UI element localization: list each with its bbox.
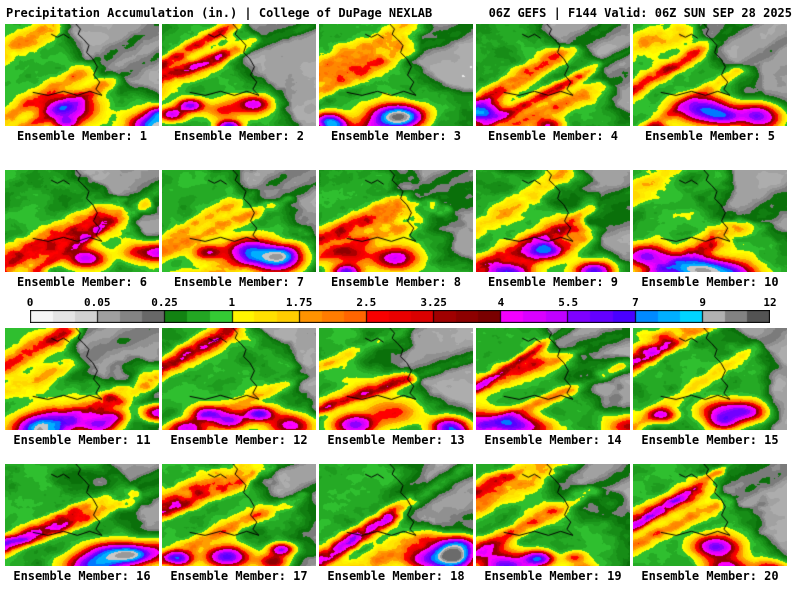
colorbar-tick-label: 2.5 (356, 296, 377, 309)
ensemble-panel-7: Ensemble Member: 7 (162, 170, 316, 292)
ensemble-panel-16: Ensemble Member: 16 (5, 464, 159, 586)
panel-label-12: Ensemble Member: 12 (170, 433, 308, 447)
colorbar-tick-label: 0.25 (151, 296, 178, 309)
precip-map-12 (162, 328, 316, 430)
ensemble-panel-14: Ensemble Member: 14 (476, 328, 630, 450)
precip-map-19 (476, 464, 630, 566)
ensemble-panel-5: Ensemble Member: 5 (633, 24, 787, 146)
ensemble-panel-2: Ensemble Member: 2 (162, 24, 316, 146)
ensemble-panel-10: Ensemble Member: 10 (633, 170, 787, 292)
ensemble-row-1: Ensemble Member: 1 Ensemble Member: 2 En… (0, 24, 800, 146)
panel-label-16: Ensemble Member: 16 (13, 569, 151, 583)
colorbar-scale (30, 310, 770, 323)
precip-map-8 (319, 170, 473, 272)
precip-map-20 (633, 464, 787, 566)
header-bar: Precipitation Accumulation (in.) | Colle… (0, 0, 800, 22)
colorbar-tick-label: 1.75 (285, 296, 313, 309)
colorbar-tick-label: 0 (26, 296, 34, 309)
precip-map-10 (633, 170, 787, 272)
precip-map-13 (319, 328, 473, 430)
panel-label-4: Ensemble Member: 4 (487, 129, 619, 143)
ensemble-panel-4: Ensemble Member: 4 (476, 24, 630, 146)
model-run-info: 06Z GEFS | F144 Valid: 06Z SUN SEP 28 20… (488, 6, 792, 20)
precip-map-11 (5, 328, 159, 430)
precip-map-17 (162, 464, 316, 566)
precip-map-14 (476, 328, 630, 430)
panel-label-14: Ensemble Member: 14 (484, 433, 622, 447)
colorbar-tick-label: 12 (763, 296, 777, 309)
panel-label-10: Ensemble Member: 10 (641, 275, 779, 289)
precip-map-16 (5, 464, 159, 566)
colorbar-tick-labels: 0 0.05 0.25 1 1.75 2.5 3.25 4 5.5 7 9 12 (26, 296, 777, 309)
precip-map-3 (319, 24, 473, 126)
panel-label-11: Ensemble Member: 11 (13, 433, 151, 447)
panel-label-1: Ensemble Member: 1 (16, 129, 148, 143)
precip-map-15 (633, 328, 787, 430)
panel-label-20: Ensemble Member: 20 (641, 569, 779, 583)
ensemble-panel-19: Ensemble Member: 19 (476, 464, 630, 586)
ensemble-panel-20: Ensemble Member: 20 (633, 464, 787, 586)
colorbar-tick-label: 0.05 (84, 296, 111, 309)
precip-map-5 (633, 24, 787, 126)
precip-map-7 (162, 170, 316, 272)
colorbar-tick-label: 4 (497, 296, 505, 309)
ensemble-row-3: Ensemble Member: 11 Ensemble Member: 12 … (0, 328, 800, 450)
colorbar-tick-label: 1 (228, 296, 236, 309)
precip-map-4 (476, 24, 630, 126)
panel-label-9: Ensemble Member: 9 (487, 275, 619, 289)
ensemble-panel-15: Ensemble Member: 15 (633, 328, 787, 450)
panel-label-6: Ensemble Member: 6 (16, 275, 148, 289)
ensemble-panel-8: Ensemble Member: 8 (319, 170, 473, 292)
colorbar-tick-label: 3.25 (420, 296, 447, 309)
ensemble-panel-3: Ensemble Member: 3 (319, 24, 473, 146)
page-title: Precipitation Accumulation (in.) | Colle… (6, 6, 433, 20)
precip-map-2 (162, 24, 316, 126)
precip-map-1 (5, 24, 159, 126)
ensemble-panel-9: Ensemble Member: 9 (476, 170, 630, 292)
colorbar: 0 0.05 0.25 1 1.75 2.5 3.25 4 5.5 7 9 12 (26, 296, 777, 324)
ensemble-panel-12: Ensemble Member: 12 (162, 328, 316, 450)
panel-label-7: Ensemble Member: 7 (173, 275, 305, 289)
ensemble-panel-17: Ensemble Member: 17 (162, 464, 316, 586)
ensemble-panel-18: Ensemble Member: 18 (319, 464, 473, 586)
panel-label-13: Ensemble Member: 13 (327, 433, 465, 447)
colorbar-tick-label: 9 (699, 296, 707, 309)
panel-label-5: Ensemble Member: 5 (644, 129, 776, 143)
ensemble-panel-13: Ensemble Member: 13 (319, 328, 473, 450)
ensemble-panel-6: Ensemble Member: 6 (5, 170, 159, 292)
ensemble-panel-1: Ensemble Member: 1 (5, 24, 159, 146)
panel-label-18: Ensemble Member: 18 (327, 569, 465, 583)
panel-label-2: Ensemble Member: 2 (173, 129, 305, 143)
panel-label-17: Ensemble Member: 17 (170, 569, 308, 583)
ensemble-row-4: Ensemble Member: 16 Ensemble Member: 17 … (0, 464, 800, 586)
colorbar-tick-label: 5.5 (558, 296, 579, 309)
ensemble-panel-11: Ensemble Member: 11 (5, 328, 159, 450)
panel-label-19: Ensemble Member: 19 (484, 569, 622, 583)
panel-label-8: Ensemble Member: 8 (330, 275, 462, 289)
panel-label-3: Ensemble Member: 3 (330, 129, 462, 143)
precip-map-6 (5, 170, 159, 272)
colorbar-tick-label: 7 (632, 296, 639, 309)
ensemble-row-2: Ensemble Member: 6 Ensemble Member: 7 En… (0, 170, 800, 292)
precip-map-18 (319, 464, 473, 566)
precip-map-9 (476, 170, 630, 272)
panel-label-15: Ensemble Member: 15 (641, 433, 779, 447)
